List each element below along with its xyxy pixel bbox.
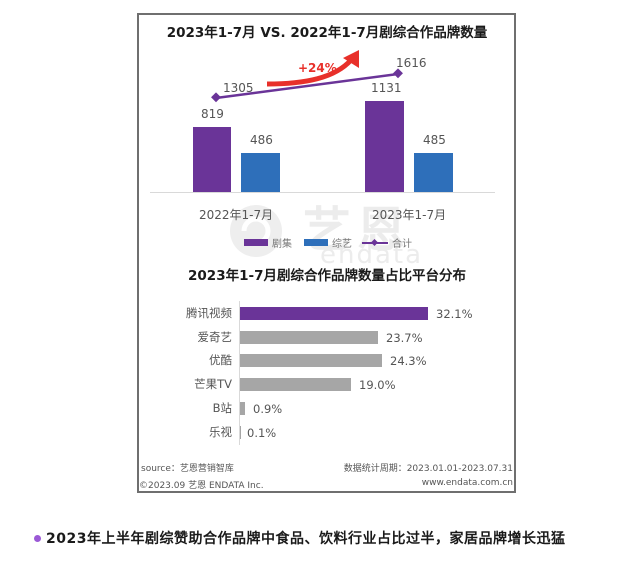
footer-period: 数据统计周期：2023.01.01-2023.07.31: [343, 464, 513, 474]
platform-value: 0.9%: [253, 402, 283, 416]
chart1-title: 2023年1-7月 VS. 2022年1-7月剧综合作品牌数量: [166, 25, 488, 41]
watermark-en: endata: [320, 240, 424, 270]
legend-drama-swatch: [244, 239, 268, 246]
footer-source: source：艺恩营销智库: [141, 464, 234, 474]
watermark-cn: 艺恩: [303, 202, 412, 258]
legend-drama-label: 剧集: [272, 239, 292, 250]
platform-label: 芒果TV: [194, 377, 232, 391]
platform-label: 乐视: [209, 425, 232, 439]
platform-value: 23.7%: [386, 331, 423, 345]
legend-variety-label: 综艺: [332, 239, 352, 250]
watermark: 艺恩 endata: [228, 196, 428, 270]
growth-arrow-icon: [266, 50, 359, 87]
platform-bar-tencent: [240, 307, 428, 320]
platform-value: 24.3%: [390, 354, 427, 368]
y-axis-line: [239, 301, 240, 445]
platform-label: B站: [212, 401, 232, 415]
x-tick-2023: 2023年1-7月: [372, 208, 447, 222]
platform-value: 0.1%: [247, 426, 277, 440]
bullet-icon: [34, 534, 41, 542]
variety-label-2022: 486: [250, 133, 273, 147]
drama-label-2022: 819: [201, 107, 224, 121]
platform-label: 腾讯视频: [186, 306, 232, 320]
caption-text: 2023年上半年剧综赞助合作品牌中食品、饮料行业占比过半，家居品牌增长迅猛: [46, 531, 566, 547]
platform-label: 爱奇艺: [197, 330, 233, 344]
variety-label-2023: 485: [423, 133, 446, 147]
platform-bar-iqiyi: [240, 331, 378, 344]
platform-bar-letv: [240, 426, 241, 439]
footer-website: www.endata.com.cn: [421, 478, 513, 488]
legend-total-line-icon: [362, 238, 388, 246]
growth-label: +24%: [298, 61, 337, 75]
drama-label-2023: 1131: [371, 81, 402, 95]
platform-bar-youku: [240, 354, 382, 367]
bar-variety-2022: [241, 153, 280, 192]
footer-copyright: ©2023.09 艺恩 ENDATA Inc.: [139, 481, 264, 491]
bar-drama-2022: [193, 127, 231, 192]
infographic-frame: [137, 13, 516, 493]
x-axis-line: [150, 192, 495, 193]
total-label-2022: 1305: [223, 81, 254, 95]
platform-label: 优酷: [209, 353, 232, 367]
platform-bar-mango: [240, 378, 351, 391]
x-tick-2022: 2022年1-7月: [199, 208, 274, 222]
total-line: [211, 68, 403, 103]
legend-total-label: 合计: [392, 239, 412, 250]
bar-variety-2023: [414, 153, 453, 192]
bar-drama-2023: [365, 101, 404, 192]
legend-variety-swatch: [304, 239, 328, 246]
platform-value: 32.1%: [436, 307, 473, 321]
platform-value: 19.0%: [359, 378, 396, 392]
caption: 2023年上半年剧综赞助合作品牌中食品、饮料行业占比过半，家居品牌增长迅猛: [34, 528, 565, 548]
chart1-legend: 剧集 综艺 合计: [244, 235, 412, 250]
chart2-title: 2023年1-7月剧综合作品牌数量占比平台分布: [188, 268, 466, 284]
platform-bar-bilibili: [240, 402, 245, 415]
total-label-2023: 1616: [396, 56, 427, 70]
